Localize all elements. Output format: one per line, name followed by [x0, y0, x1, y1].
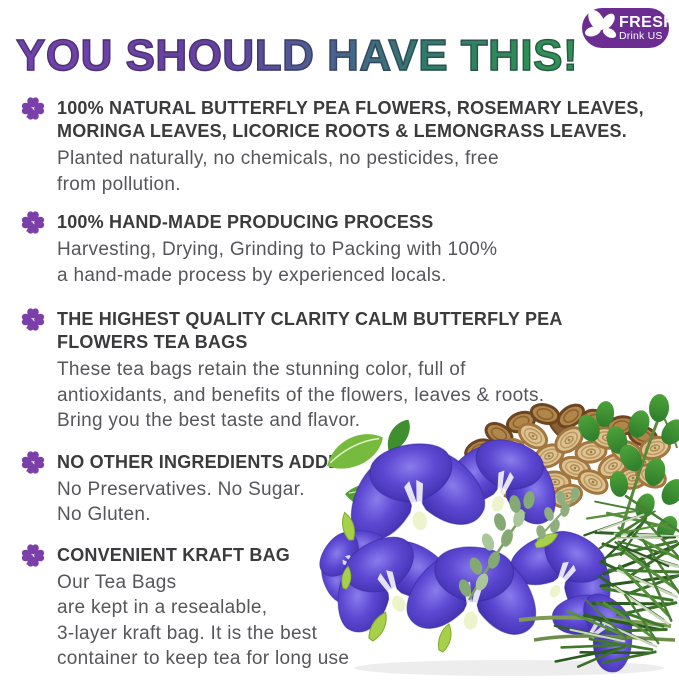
bullet-heading: NO OTHER INGREDIENTS ADDED [57, 451, 354, 472]
bullet-heading: 100% HAND-MADE PRODUCING PROCESS [57, 212, 434, 232]
clover-icon [21, 97, 45, 120]
bullet-heading: CONVENIENT KRAFT BAG [57, 544, 290, 565]
rosemary-sprigs [518, 481, 679, 672]
bullet-quality-tea-bags: THE HIGHEST QUALITY CLARITY CALM BUTTERF… [20, 308, 668, 434]
brand-text: FRESH Drink US [619, 13, 676, 42]
butterfly-flower-icon [584, 9, 617, 38]
bullet-natural-ingredients: 100% NATURAL BUTTERFLY PEA FLOWERS, ROSE… [20, 97, 668, 197]
bullet-text: 100% NATURAL BUTTERFLY PEA FLOWERS, ROSE… [57, 97, 644, 197]
bullet-body: Harvesting, Drying, Grinding to Packing … [57, 239, 498, 286]
clover-icon [21, 308, 45, 331]
bullet-text: 100% HAND-MADE PRODUCING PROCESS Harvest… [57, 211, 497, 288]
bullet-text: THE HIGHEST QUALITY CLARITY CALM BUTTERF… [57, 308, 563, 434]
page-title: YOU SHOULD HAVE THIS! [15, 30, 579, 80]
clover-icon [21, 450, 45, 474]
brand-logo: FRESH Drink US [582, 8, 675, 48]
ingredients-photo [319, 394, 679, 676]
bullet-body: Planted naturally, no chemicals, no pest… [57, 148, 499, 195]
pinnate-leaflets [458, 487, 580, 601]
clover-icon [21, 211, 45, 234]
bullet-body: These tea bags retain the stunning color… [57, 359, 545, 431]
bullet-heading: THE HIGHEST QUALITY CLARITY CALM BUTTERF… [57, 309, 563, 352]
brand-subtitle: Drink US [619, 29, 663, 42]
bullet-text: CONVENIENT KRAFT BAG Our Tea Bags are ke… [57, 544, 349, 672]
clover-icon [21, 543, 45, 567]
bullet-text: NO OTHER INGREDIENTS ADDED No Preservati… [57, 451, 354, 528]
bullet-body: Our Tea Bags are kept in a resealable, 3… [57, 571, 350, 670]
bullet-kraft-bag: CONVENIENT KRAFT BAG Our Tea Bags are ke… [20, 543, 668, 672]
bullet-hand-made: 100% HAND-MADE PRODUCING PROCESS Harvest… [20, 211, 668, 288]
brand-name: FRESH [619, 13, 676, 31]
benefit-list: 100% NATURAL BUTTERFLY PEA FLOWERS, ROSE… [20, 97, 668, 692]
bullet-body: No Preservatives. No Sugar. No Gluten. [57, 478, 305, 526]
bullet-heading: 100% NATURAL BUTTERFLY PEA FLOWERS, ROSE… [57, 98, 644, 141]
